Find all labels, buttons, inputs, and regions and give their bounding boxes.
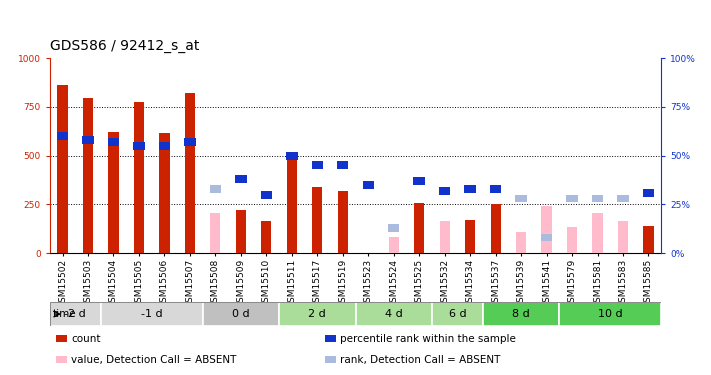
Bar (279, 302, 356, 326)
Bar (643, 226, 653, 253)
Bar (516, 232, 526, 253)
Bar (439, 187, 450, 195)
Text: GDS586 / 92412_s_at: GDS586 / 92412_s_at (50, 39, 199, 53)
Text: 6 d: 6 d (449, 309, 466, 319)
Text: -2 d: -2 d (65, 309, 86, 319)
Bar (101, 302, 203, 326)
Bar (483, 302, 560, 326)
Bar (287, 154, 297, 253)
Bar (541, 234, 552, 242)
Bar (210, 185, 221, 193)
Bar (356, 302, 432, 326)
Bar (414, 203, 424, 253)
Bar (235, 175, 247, 183)
Text: count: count (71, 334, 101, 344)
Bar (286, 152, 297, 159)
Bar (108, 138, 119, 146)
Bar (134, 102, 144, 253)
Bar (560, 302, 661, 326)
Bar (184, 138, 196, 146)
Bar (133, 142, 144, 150)
Bar (515, 195, 527, 202)
Bar (338, 191, 348, 253)
Bar (261, 221, 272, 253)
Text: -1 d: -1 d (141, 309, 163, 319)
Bar (363, 181, 374, 189)
Text: 0 d: 0 d (232, 309, 250, 319)
Bar (439, 221, 450, 253)
Bar (159, 133, 169, 253)
Bar (592, 195, 603, 202)
Bar (643, 189, 654, 196)
Bar (490, 185, 501, 193)
Bar (210, 213, 220, 253)
Bar (312, 187, 322, 253)
Bar (56, 356, 67, 363)
Bar (592, 213, 603, 253)
Text: 8 d: 8 d (512, 309, 530, 319)
Bar (50, 302, 101, 326)
Bar (185, 93, 195, 253)
Bar (567, 195, 578, 202)
Bar (491, 204, 501, 253)
Bar (311, 162, 323, 169)
Bar (464, 185, 476, 193)
Bar (57, 132, 68, 140)
Bar (83, 98, 93, 253)
Text: time: time (53, 309, 76, 319)
Bar (388, 224, 400, 232)
Bar (82, 136, 94, 144)
Bar (465, 220, 475, 253)
Bar (617, 195, 629, 202)
Bar (56, 335, 67, 342)
Bar (389, 237, 399, 253)
Bar (58, 86, 68, 253)
Bar (432, 302, 483, 326)
Text: 4 d: 4 d (385, 309, 402, 319)
Bar (618, 221, 628, 253)
Text: rank, Detection Call = ABSENT: rank, Detection Call = ABSENT (341, 355, 501, 365)
Text: 2 d: 2 d (309, 309, 326, 319)
Bar (414, 177, 425, 185)
Bar (261, 191, 272, 198)
Bar (325, 335, 336, 342)
Bar (337, 162, 348, 169)
Bar (567, 227, 577, 253)
Bar (159, 142, 170, 150)
Bar (325, 356, 336, 363)
Bar (542, 206, 552, 253)
Text: value, Detection Call = ABSENT: value, Detection Call = ABSENT (71, 355, 237, 365)
Text: 10 d: 10 d (598, 309, 623, 319)
Text: percentile rank within the sample: percentile rank within the sample (341, 334, 516, 344)
Bar (236, 210, 246, 253)
Bar (108, 132, 119, 253)
Bar (203, 302, 279, 326)
